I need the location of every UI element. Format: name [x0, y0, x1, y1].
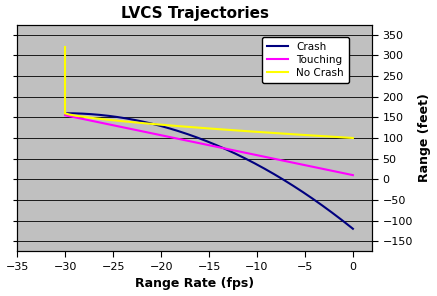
No Crash	[62, 112, 68, 115]
Crash	[62, 112, 68, 115]
X-axis label: Range Rate (fps): Range Rate (fps)	[135, 277, 254, 290]
No Crash	[239, 129, 244, 133]
Title: LVCS Trajectories: LVCS Trajectories	[121, 6, 269, 20]
Crash	[239, 155, 244, 158]
No Crash	[350, 136, 356, 140]
Crash	[234, 152, 239, 156]
Line: Crash: Crash	[65, 113, 353, 229]
Touching	[234, 149, 239, 153]
Touching	[62, 113, 68, 117]
Touching	[350, 173, 356, 177]
Touching	[239, 150, 244, 154]
Crash	[233, 152, 238, 155]
Touching	[63, 114, 69, 117]
No Crash	[305, 133, 310, 137]
Crash	[63, 112, 69, 115]
Legend: Crash, Touching, No Crash: Crash, Touching, No Crash	[262, 36, 349, 83]
Touching	[305, 164, 310, 168]
Crash	[305, 194, 310, 197]
Y-axis label: Range (feet): Range (feet)	[419, 94, 431, 182]
Touching	[323, 168, 329, 171]
Line: No Crash: No Crash	[65, 113, 353, 138]
No Crash	[323, 135, 329, 138]
Crash	[323, 206, 329, 210]
Line: Touching: Touching	[65, 115, 353, 175]
No Crash	[234, 129, 239, 132]
Touching	[233, 149, 238, 152]
Crash	[350, 227, 356, 231]
No Crash	[63, 112, 69, 115]
No Crash	[233, 128, 238, 132]
